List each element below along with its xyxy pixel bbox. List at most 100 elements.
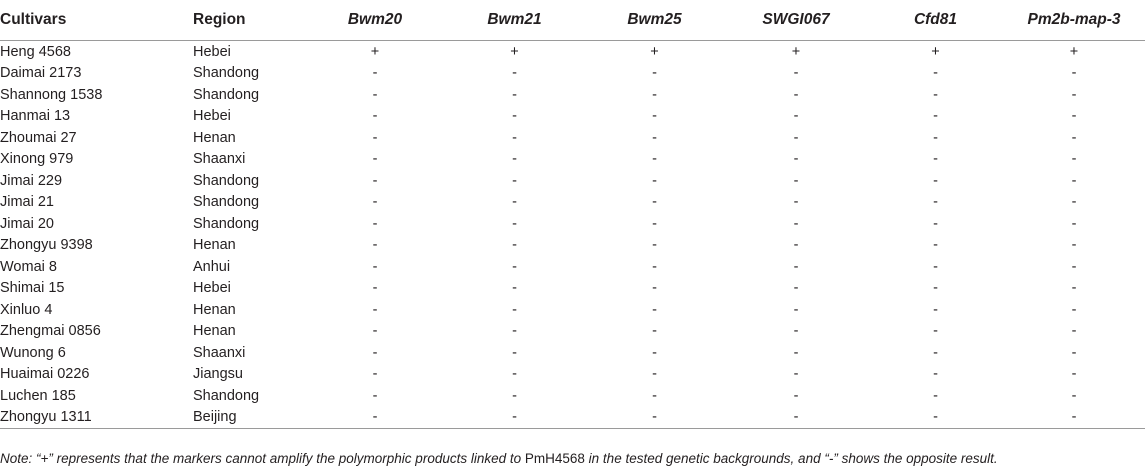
- cultivar-cell: Zhengmai 0856: [0, 323, 101, 340]
- result-cell: +: [791, 43, 801, 60]
- result-cell: -: [372, 387, 378, 404]
- cultivar-cell: Luchen 185: [0, 387, 76, 404]
- result-cell: -: [652, 86, 657, 103]
- result-cell: -: [372, 65, 378, 82]
- region-cell: Shandong: [193, 215, 260, 232]
- cultivar-cell: Jimai 21: [0, 194, 54, 211]
- region-cell: Hebei: [193, 108, 231, 125]
- header-region: Region: [193, 11, 246, 28]
- table-row: Jimai 229 Shandong - - - - - -: [0, 170, 1145, 192]
- table-row: Daimai 2173 Shandong - - - - - -: [0, 63, 1145, 85]
- result-cell: -: [1071, 129, 1077, 146]
- cultivar-cell: Wunong 6: [0, 344, 66, 361]
- result-cell: -: [1071, 344, 1077, 361]
- result-cell: -: [1071, 301, 1077, 318]
- result-cell: -: [1071, 280, 1077, 297]
- result-cell: -: [512, 366, 517, 383]
- result-cell: -: [793, 108, 799, 125]
- result-cell: -: [372, 86, 378, 103]
- result-cell: -: [652, 65, 657, 82]
- cultivar-cell: Zhongyu 1311: [0, 406, 166, 429]
- result-cell: -: [933, 258, 938, 275]
- result-cell: -: [933, 129, 938, 146]
- result-cell: -: [652, 387, 657, 404]
- result-cell: -: [933, 86, 938, 103]
- result-cell: -: [512, 344, 517, 361]
- result-cell: -: [793, 172, 799, 189]
- result-cell: -: [793, 65, 799, 82]
- result-cell: +: [370, 43, 380, 60]
- result-cell: -: [1071, 215, 1077, 232]
- result-cell: -: [652, 237, 657, 254]
- region-cell: Shandong: [193, 86, 260, 103]
- result-cell: -: [372, 258, 378, 275]
- result-cell: -: [933, 172, 938, 189]
- header-marker: Pm2b-map-3: [1027, 11, 1121, 28]
- table-row: Wunong 6 Shaanxi - - - - - -: [0, 342, 1145, 364]
- result-cell: -: [933, 366, 938, 383]
- region-cell: Hebei: [193, 43, 231, 60]
- result-cell: -: [933, 65, 938, 82]
- result-cell: -: [793, 151, 799, 168]
- table-row: Luchen 185 Shandong - - - - - -: [0, 385, 1145, 407]
- result-cell: +: [931, 43, 940, 60]
- result-cell: -: [372, 237, 378, 254]
- result-cell: -: [793, 301, 799, 318]
- result-cell: -: [1071, 323, 1077, 340]
- result-cell: -: [793, 387, 799, 404]
- result-cell: -: [652, 172, 657, 189]
- result-cell: -: [1071, 194, 1077, 211]
- result-cell: -: [652, 301, 657, 318]
- result-cell: -: [652, 366, 657, 383]
- cultivar-cell: Shimai 15: [0, 280, 65, 297]
- cultivar-cell: Zhoumai 27: [0, 129, 77, 146]
- cultivar-cell: Xinluo 4: [0, 301, 53, 318]
- cultivar-cell: Shannong 1538: [0, 86, 103, 103]
- result-cell: -: [793, 129, 799, 146]
- header-row: Cultivars Region Bwm20 Bwm21 Bwm25 SWGI0…: [0, 0, 1145, 41]
- header-marker: Bwm21: [487, 11, 542, 28]
- result-cell: -: [372, 129, 378, 146]
- region-cell: Shandong: [193, 172, 260, 189]
- result-cell: -: [512, 323, 517, 340]
- table-row: Jimai 20 Shandong - - - - - -: [0, 213, 1145, 235]
- table-row: Hanmai 13 Hebei - - - - - -: [0, 106, 1145, 128]
- table-note: Note: “+” represents that the markers ca…: [0, 451, 998, 466]
- cultivar-cell: Daimai 2173: [0, 65, 82, 82]
- result-cell: -: [512, 301, 517, 318]
- result-cell: -: [793, 366, 799, 383]
- result-cell: -: [652, 108, 657, 125]
- result-cell: -: [372, 194, 378, 211]
- result-cell: -: [512, 86, 517, 103]
- table-row: Huaimai 0226 Jiangsu - - - - - -: [0, 364, 1145, 386]
- result-cell: -: [652, 129, 657, 146]
- result-cell: -: [933, 301, 938, 318]
- result-cell: -: [1003, 406, 1145, 429]
- cultivar-marker-table: Cultivars Region Bwm20 Bwm21 Bwm25 SWGI0…: [0, 0, 1145, 429]
- result-cell: -: [933, 344, 938, 361]
- result-cell: -: [306, 406, 444, 429]
- header-cultivars: Cultivars: [0, 11, 67, 28]
- result-cell: -: [1071, 237, 1077, 254]
- result-cell: -: [1071, 151, 1077, 168]
- note-suffix: in the tested genetic backgrounds, and “…: [584, 451, 998, 466]
- result-cell: +: [1069, 43, 1079, 60]
- table-row: Shannong 1538 Shandong - - - - - -: [0, 84, 1145, 106]
- result-cell: -: [868, 406, 1003, 429]
- header-marker: Bwm25: [627, 11, 682, 28]
- result-cell: -: [372, 172, 378, 189]
- result-cell: -: [1071, 387, 1077, 404]
- result-cell: -: [1071, 65, 1077, 82]
- region-cell: Shaanxi: [193, 344, 246, 361]
- result-cell: -: [933, 215, 938, 232]
- result-cell: -: [512, 280, 517, 297]
- region-cell: Beijing: [166, 406, 306, 429]
- result-cell: -: [372, 323, 378, 340]
- result-cell: -: [512, 65, 517, 82]
- result-cell: -: [793, 194, 799, 211]
- cultivar-cell: Zhongyu 9398: [0, 237, 93, 254]
- region-cell: Anhui: [193, 258, 231, 275]
- result-cell: -: [652, 323, 657, 340]
- cultivar-cell: Heng 4568: [0, 43, 71, 60]
